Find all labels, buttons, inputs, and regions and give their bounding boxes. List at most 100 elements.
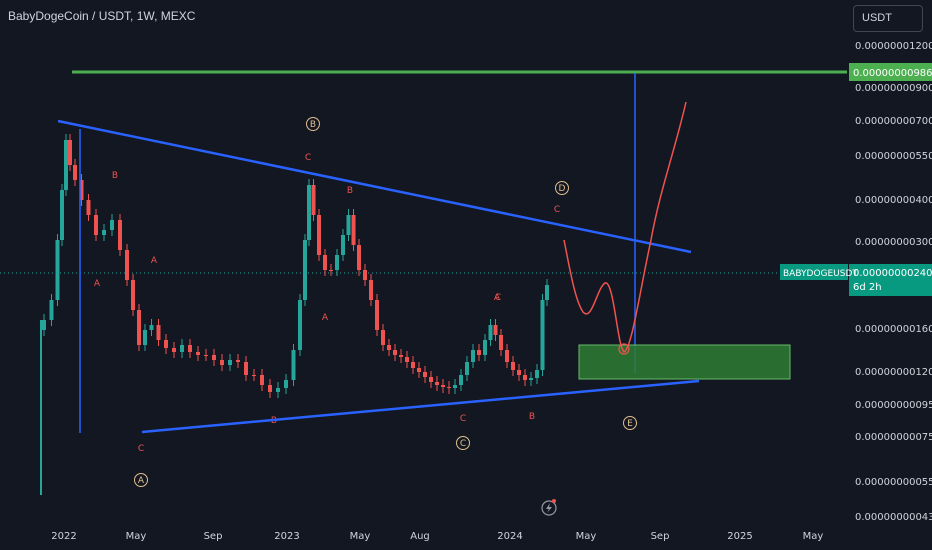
y-tick-label: 0.0000000070000 bbox=[855, 116, 932, 127]
candle-body bbox=[55, 240, 60, 300]
upper-trendline bbox=[57, 119, 692, 254]
candle-body bbox=[488, 325, 493, 340]
candle-body bbox=[471, 350, 475, 362]
wave-label: B bbox=[347, 186, 353, 196]
candle-body bbox=[125, 250, 129, 280]
wave-circle bbox=[134, 473, 148, 487]
candle-body bbox=[529, 378, 533, 380]
symbol-badge: BABYDOGEUSDT bbox=[780, 264, 858, 280]
y-tick-label: 0.0000000009500 bbox=[855, 400, 932, 411]
lower-trendline bbox=[141, 379, 700, 434]
wave-label: A bbox=[94, 279, 101, 289]
candle-body bbox=[236, 360, 240, 362]
candle-body bbox=[94, 215, 98, 235]
y-tick-label: 0.0000000040000 bbox=[855, 195, 932, 206]
candle-body bbox=[483, 340, 487, 355]
candle-body bbox=[363, 270, 367, 280]
candle-body bbox=[110, 220, 114, 230]
candle-body bbox=[268, 385, 272, 392]
x-tick-label: May bbox=[576, 531, 597, 542]
last-price-badge: 0.0000000024011 6d 2h bbox=[849, 264, 932, 296]
candle-body bbox=[68, 140, 72, 165]
currency-unit-button[interactable]: USDT bbox=[853, 5, 923, 32]
candle-body bbox=[323, 255, 327, 270]
wave-label: B bbox=[112, 171, 118, 181]
circled-wave-label: C bbox=[460, 439, 466, 449]
candle-body bbox=[49, 300, 54, 320]
last-price-text: 0.0000000024011 bbox=[853, 268, 932, 279]
wave-circle bbox=[306, 117, 320, 131]
candle-body bbox=[540, 300, 545, 370]
candle-body bbox=[149, 325, 154, 330]
candle-body bbox=[511, 362, 515, 370]
candle-body bbox=[517, 370, 521, 375]
candle-body bbox=[459, 375, 463, 385]
candle-body bbox=[156, 325, 161, 340]
x-tick-label: Sep bbox=[651, 531, 670, 542]
candle-body bbox=[60, 190, 64, 240]
resistance-badge-text: 0.0000000098653 bbox=[853, 68, 932, 79]
wave-label: C bbox=[554, 205, 560, 215]
candle-body bbox=[429, 377, 433, 382]
wave-circle bbox=[555, 181, 569, 195]
candle-body bbox=[499, 335, 503, 350]
target-zone bbox=[578, 344, 791, 380]
circled-wave-label: E bbox=[627, 419, 633, 429]
y-tick-label: 0.0000000090000 bbox=[855, 83, 932, 94]
candle-body bbox=[453, 385, 457, 388]
candle-body bbox=[204, 355, 208, 356]
candle-body bbox=[284, 380, 288, 388]
y-tick-label: 0.0000000004300 bbox=[855, 512, 932, 523]
candle-body bbox=[351, 215, 356, 245]
candle-body bbox=[387, 345, 391, 350]
x-tick-label: Sep bbox=[204, 531, 223, 542]
candle-body bbox=[493, 325, 498, 335]
wave-label: C bbox=[495, 293, 501, 303]
candle-body bbox=[79, 180, 84, 200]
x-tick-label: 2025 bbox=[727, 531, 752, 542]
x-tick-label: Aug bbox=[410, 531, 430, 542]
candle-body bbox=[423, 372, 427, 377]
candle-body bbox=[164, 340, 168, 348]
candle-body bbox=[73, 165, 77, 180]
candle-body bbox=[228, 360, 232, 365]
wave-label: A bbox=[322, 313, 329, 323]
y-tick-label: 0.0000000055000 bbox=[855, 151, 932, 162]
time-axis[interactable]: 2022 May Sep 2023 May Aug 2024 May Sep 2025 May bbox=[51, 531, 823, 542]
y-tick-label: 0.0000000005500 bbox=[855, 477, 932, 488]
candle-body bbox=[118, 220, 122, 250]
y-tick-label: 0.0000000120000 bbox=[855, 41, 932, 52]
candle-body bbox=[393, 350, 397, 355]
candle-body bbox=[375, 300, 379, 330]
alert-icon[interactable] bbox=[541, 499, 557, 516]
candle-body bbox=[244, 362, 248, 375]
candle-body bbox=[298, 300, 302, 350]
candle-body bbox=[535, 370, 539, 378]
wave-circle bbox=[456, 436, 470, 450]
x-tick-label: May bbox=[126, 531, 147, 542]
candle-body bbox=[545, 285, 549, 300]
wave-label: A bbox=[494, 293, 501, 303]
y-tick-label: 0.0000000030000 bbox=[855, 237, 932, 248]
y-tick-label: 0.0000000007500 bbox=[855, 432, 932, 443]
resistance-badge: 0.0000000098653 bbox=[849, 63, 932, 81]
projection-low-marker bbox=[618, 343, 630, 355]
candle-body bbox=[260, 375, 264, 385]
candle-body bbox=[341, 235, 345, 255]
price-axis[interactable]: 0.0000000120000 0.0000000090000 0.00000000… bbox=[855, 41, 932, 523]
candle-body bbox=[196, 352, 200, 355]
candle-body bbox=[477, 350, 481, 355]
candle-body bbox=[346, 215, 351, 235]
circled-wave-label: A bbox=[138, 476, 145, 486]
candle-body bbox=[523, 375, 527, 380]
candle-body bbox=[86, 200, 91, 215]
candle-body bbox=[180, 345, 184, 352]
candle-body bbox=[311, 185, 316, 215]
wave-label: C bbox=[305, 153, 311, 163]
candle-body bbox=[220, 360, 224, 365]
chart-title: BabyDogeCoin / USDT, 1W, MEXC bbox=[8, 9, 196, 23]
candle-body bbox=[417, 368, 421, 372]
candle-body bbox=[102, 230, 106, 235]
